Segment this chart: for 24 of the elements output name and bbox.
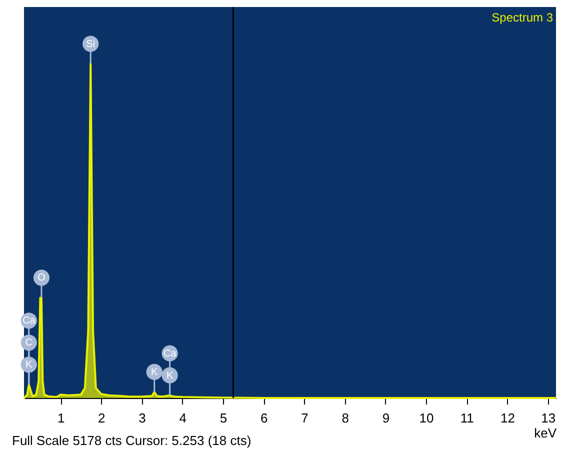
annotation: C	[25, 338, 32, 349]
x-tick-label: 8	[342, 410, 349, 426]
annotation: K	[151, 366, 158, 378]
x-tick-label: 12	[500, 410, 515, 426]
x-tick-label: 6	[260, 410, 268, 426]
annotation: Ca	[22, 316, 36, 327]
x-tick-label: 13	[541, 410, 556, 426]
x-tick-label: 1	[57, 410, 65, 426]
annotation: O	[38, 272, 46, 284]
x-tick-label: 10	[419, 410, 434, 426]
x-tick-label: 7	[301, 410, 308, 426]
annotation: Si	[86, 38, 96, 50]
annotation: Ca	[163, 348, 177, 360]
x-tick-label: 3	[138, 410, 146, 426]
annotation: K	[166, 370, 174, 382]
x-tick-label: 2	[98, 410, 106, 426]
x-axis-title: keV	[534, 426, 557, 440]
x-tick-label: 4	[179, 410, 186, 426]
x-tick-label: 5	[220, 410, 228, 426]
x-tick-label: 9	[382, 410, 390, 426]
annotation: K	[26, 360, 33, 371]
chart-title: Spectrum 3	[492, 10, 554, 24]
text: Full Scale 5178 cts Cursor: 5.253 (18 cts)	[12, 433, 252, 448]
x-tick-label: 11	[460, 410, 474, 426]
